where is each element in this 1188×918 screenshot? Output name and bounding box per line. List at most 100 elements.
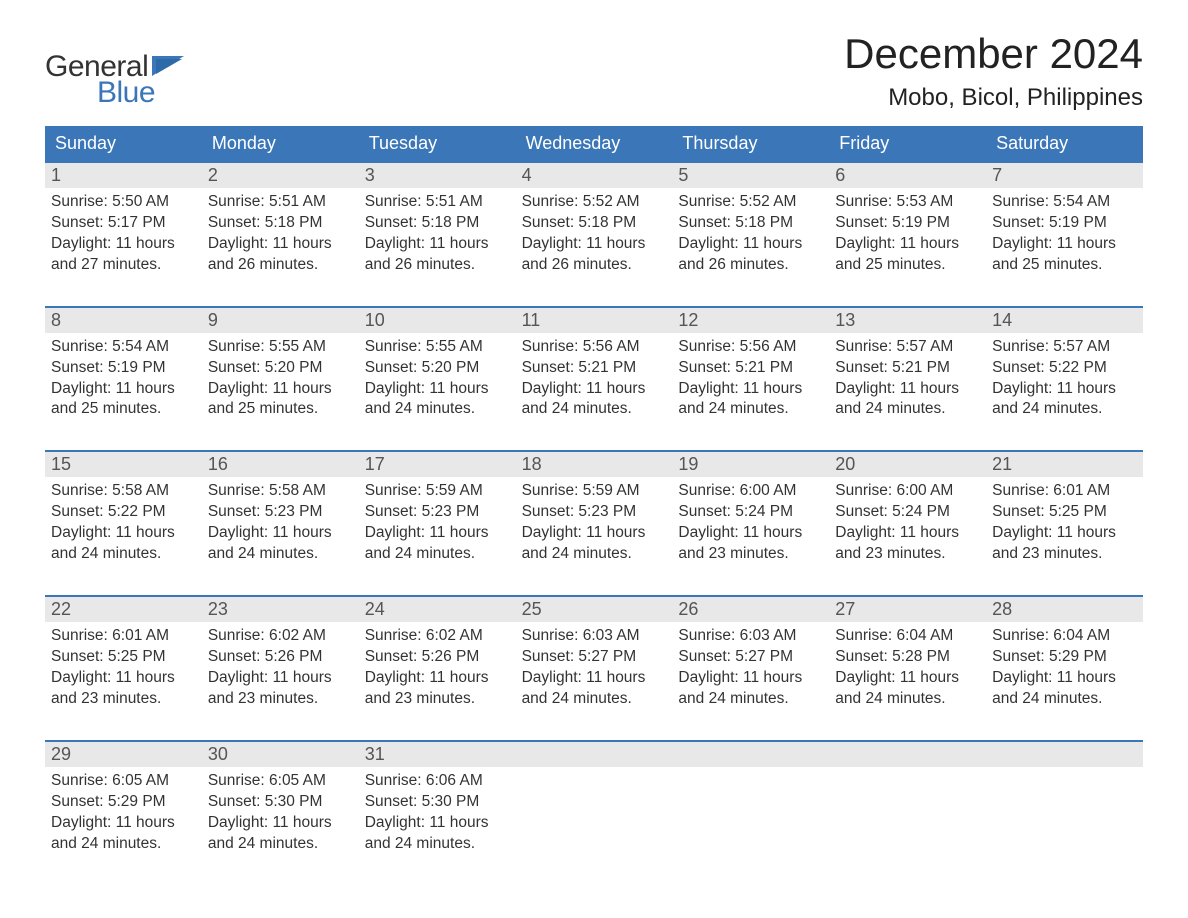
cell-body: Sunrise: 6:01 AMSunset: 5:25 PMDaylight:…	[986, 477, 1143, 571]
day-header-tuesday: Tuesday	[359, 126, 516, 161]
day-number: 24	[359, 597, 516, 622]
calendar-cell: Sunrise: 5:52 AMSunset: 5:18 PMDaylight:…	[516, 188, 673, 282]
cell-body: Sunrise: 6:00 AMSunset: 5:24 PMDaylight:…	[672, 477, 829, 571]
calendar-cell: Sunrise: 6:05 AMSunset: 5:29 PMDaylight:…	[45, 767, 202, 861]
sunset-text: Sunset: 5:26 PM	[208, 647, 353, 668]
calendar-cell: Sunrise: 6:00 AMSunset: 5:24 PMDaylight:…	[829, 477, 986, 571]
cell-body: Sunrise: 5:56 AMSunset: 5:21 PMDaylight:…	[672, 333, 829, 427]
calendar-cell: Sunrise: 5:52 AMSunset: 5:18 PMDaylight:…	[672, 188, 829, 282]
sunset-text: Sunset: 5:17 PM	[51, 213, 196, 234]
calendar-cell: Sunrise: 5:59 AMSunset: 5:23 PMDaylight:…	[516, 477, 673, 571]
calendar-cell: Sunrise: 5:53 AMSunset: 5:19 PMDaylight:…	[829, 188, 986, 282]
sunset-text: Sunset: 5:26 PM	[365, 647, 510, 668]
cell-body: Sunrise: 6:03 AMSunset: 5:27 PMDaylight:…	[672, 622, 829, 716]
title-block: December 2024 Mobo, Bicol, Philippines	[844, 30, 1143, 112]
calendar-cell: Sunrise: 5:51 AMSunset: 5:18 PMDaylight:…	[359, 188, 516, 282]
daylight-text-2: and 26 minutes.	[365, 255, 510, 276]
sunset-text: Sunset: 5:19 PM	[992, 213, 1137, 234]
cell-body: Sunrise: 5:58 AMSunset: 5:23 PMDaylight:…	[202, 477, 359, 571]
daylight-text-2: and 24 minutes.	[992, 399, 1137, 420]
sunset-text: Sunset: 5:22 PM	[992, 358, 1137, 379]
calendar-cell: Sunrise: 5:54 AMSunset: 5:19 PMDaylight:…	[45, 333, 202, 427]
day-header-wednesday: Wednesday	[516, 126, 673, 161]
calendar-cell: Sunrise: 6:05 AMSunset: 5:30 PMDaylight:…	[202, 767, 359, 861]
day-number: 7	[986, 163, 1143, 188]
cell-body: Sunrise: 5:55 AMSunset: 5:20 PMDaylight:…	[202, 333, 359, 427]
daylight-text-1: Daylight: 11 hours	[51, 813, 196, 834]
day-number: 21	[986, 452, 1143, 477]
cell-body: Sunrise: 5:52 AMSunset: 5:18 PMDaylight:…	[516, 188, 673, 282]
sunset-text: Sunset: 5:20 PM	[208, 358, 353, 379]
day-header-friday: Friday	[829, 126, 986, 161]
day-header-saturday: Saturday	[986, 126, 1143, 161]
calendar-week: 15161718192021Sunrise: 5:58 AMSunset: 5:…	[45, 450, 1143, 571]
daylight-text-2: and 25 minutes.	[208, 399, 353, 420]
sunrise-text: Sunrise: 6:04 AM	[992, 626, 1137, 647]
day-header-sunday: Sunday	[45, 126, 202, 161]
sunset-text: Sunset: 5:28 PM	[835, 647, 980, 668]
sunrise-text: Sunrise: 6:06 AM	[365, 771, 510, 792]
sunrise-text: Sunrise: 6:03 AM	[522, 626, 667, 647]
sunset-text: Sunset: 5:25 PM	[992, 502, 1137, 523]
calendar-cell: Sunrise: 6:02 AMSunset: 5:26 PMDaylight:…	[359, 622, 516, 716]
daylight-text-2: and 26 minutes.	[208, 255, 353, 276]
day-number: 11	[516, 308, 673, 333]
daylight-text-1: Daylight: 11 hours	[51, 523, 196, 544]
cell-body: Sunrise: 5:54 AMSunset: 5:19 PMDaylight:…	[45, 333, 202, 427]
daylight-text-1: Daylight: 11 hours	[208, 668, 353, 689]
sunset-text: Sunset: 5:20 PM	[365, 358, 510, 379]
cell-body: Sunrise: 6:01 AMSunset: 5:25 PMDaylight:…	[45, 622, 202, 716]
day-number: 8	[45, 308, 202, 333]
calendar-cell	[829, 767, 986, 861]
sunset-text: Sunset: 5:19 PM	[51, 358, 196, 379]
cell-body	[516, 767, 673, 777]
daylight-text-2: and 24 minutes.	[208, 834, 353, 855]
cell-body: Sunrise: 6:02 AMSunset: 5:26 PMDaylight:…	[202, 622, 359, 716]
daylight-text-1: Daylight: 11 hours	[51, 379, 196, 400]
cell-body: Sunrise: 5:51 AMSunset: 5:18 PMDaylight:…	[359, 188, 516, 282]
daylight-text-2: and 24 minutes.	[365, 399, 510, 420]
calendar-cell: Sunrise: 5:50 AMSunset: 5:17 PMDaylight:…	[45, 188, 202, 282]
cell-body: Sunrise: 6:04 AMSunset: 5:29 PMDaylight:…	[986, 622, 1143, 716]
cell-body: Sunrise: 5:54 AMSunset: 5:19 PMDaylight:…	[986, 188, 1143, 282]
sunset-text: Sunset: 5:30 PM	[365, 792, 510, 813]
day-number: 23	[202, 597, 359, 622]
day-number	[986, 742, 1143, 767]
daylight-text-1: Daylight: 11 hours	[678, 379, 823, 400]
daylight-text-1: Daylight: 11 hours	[51, 234, 196, 255]
day-number: 5	[672, 163, 829, 188]
cell-body: Sunrise: 5:57 AMSunset: 5:22 PMDaylight:…	[986, 333, 1143, 427]
calendar-cell	[986, 767, 1143, 861]
day-number: 13	[829, 308, 986, 333]
calendar-cell: Sunrise: 5:56 AMSunset: 5:21 PMDaylight:…	[516, 333, 673, 427]
daylight-text-1: Daylight: 11 hours	[678, 668, 823, 689]
calendar-cell: Sunrise: 5:58 AMSunset: 5:22 PMDaylight:…	[45, 477, 202, 571]
calendar-week: 293031Sunrise: 6:05 AMSunset: 5:29 PMDay…	[45, 740, 1143, 861]
daylight-text-2: and 24 minutes.	[522, 544, 667, 565]
sunrise-text: Sunrise: 6:05 AM	[208, 771, 353, 792]
sunset-text: Sunset: 5:29 PM	[51, 792, 196, 813]
calendar-cell: Sunrise: 5:55 AMSunset: 5:20 PMDaylight:…	[359, 333, 516, 427]
daylight-text-1: Daylight: 11 hours	[522, 668, 667, 689]
daylight-text-2: and 25 minutes.	[835, 255, 980, 276]
calendar-week: 22232425262728Sunrise: 6:01 AMSunset: 5:…	[45, 595, 1143, 716]
calendar-cell: Sunrise: 6:06 AMSunset: 5:30 PMDaylight:…	[359, 767, 516, 861]
sunset-text: Sunset: 5:24 PM	[678, 502, 823, 523]
day-number: 22	[45, 597, 202, 622]
daylight-text-2: and 24 minutes.	[51, 834, 196, 855]
day-number-row: 293031	[45, 742, 1143, 767]
cell-body: Sunrise: 5:53 AMSunset: 5:19 PMDaylight:…	[829, 188, 986, 282]
daylight-text-1: Daylight: 11 hours	[365, 813, 510, 834]
sunset-text: Sunset: 5:30 PM	[208, 792, 353, 813]
calendar-cell: Sunrise: 5:59 AMSunset: 5:23 PMDaylight:…	[359, 477, 516, 571]
sunset-text: Sunset: 5:21 PM	[835, 358, 980, 379]
logo-word-blue: Blue	[97, 76, 184, 110]
calendar-week: 891011121314Sunrise: 5:54 AMSunset: 5:19…	[45, 306, 1143, 427]
calendar-cell: Sunrise: 5:57 AMSunset: 5:21 PMDaylight:…	[829, 333, 986, 427]
daylight-text-1: Daylight: 11 hours	[522, 379, 667, 400]
day-number	[829, 742, 986, 767]
calendar-cell: Sunrise: 5:56 AMSunset: 5:21 PMDaylight:…	[672, 333, 829, 427]
cell-body: Sunrise: 5:50 AMSunset: 5:17 PMDaylight:…	[45, 188, 202, 282]
daylight-text-2: and 23 minutes.	[678, 544, 823, 565]
daylight-text-1: Daylight: 11 hours	[678, 523, 823, 544]
